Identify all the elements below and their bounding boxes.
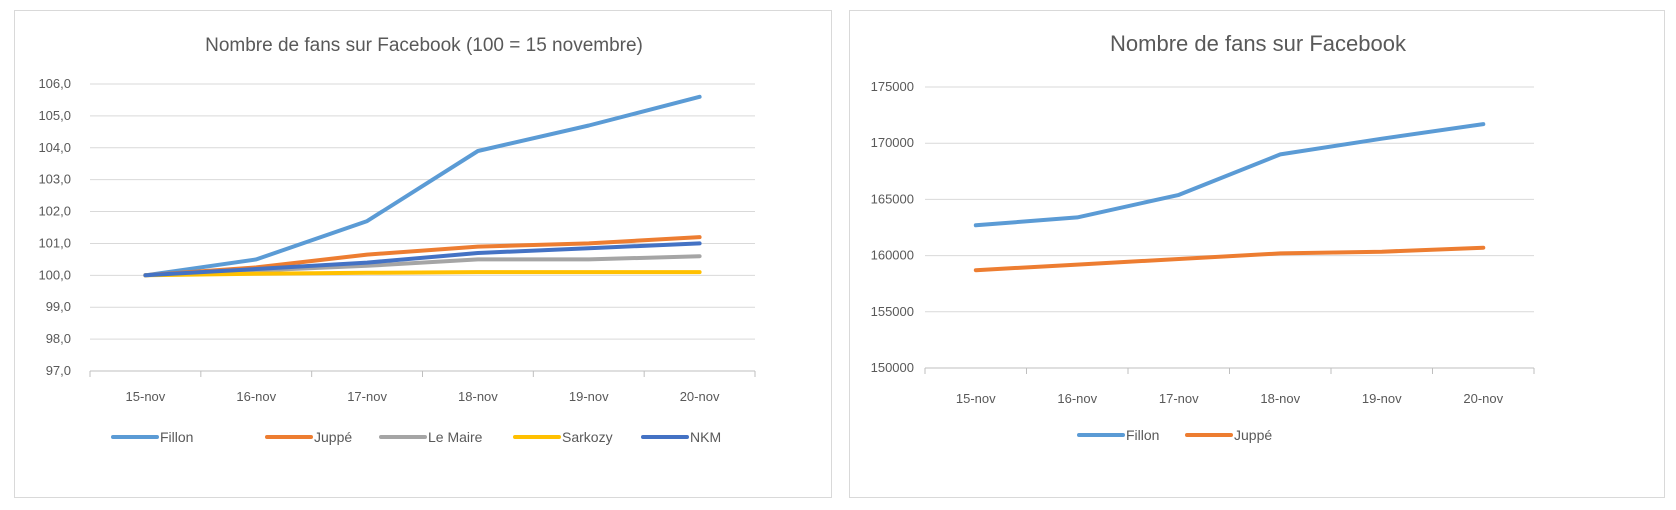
series-line-nkm <box>143 241 702 278</box>
y-tick-label: 175000 <box>871 79 914 94</box>
y-tick-label: 170000 <box>871 135 914 150</box>
y-tick-label: 160000 <box>871 248 914 263</box>
y-tick-label: 150000 <box>871 360 914 375</box>
y-tick-label: 103,0 <box>38 172 71 187</box>
legend-label-le-maire: Le Maire <box>428 429 483 445</box>
x-tick-label: 20-nov <box>680 389 720 404</box>
series-line-fillon <box>973 122 1486 228</box>
x-tick-label: 17-nov <box>1159 391 1199 406</box>
y-tick-label: 165000 <box>871 191 914 206</box>
x-tick-label: 18-nov <box>458 389 498 404</box>
legend-label-juppe: Juppé <box>314 429 352 445</box>
y-tick-label: 99,0 <box>46 299 71 314</box>
chart-title: Nombre de fans sur Facebook <box>1110 31 1407 56</box>
y-tick-label: 98,0 <box>46 331 71 346</box>
x-tick-label: 16-nov <box>1057 391 1097 406</box>
chart-panel-absolute: Nombre de fans sur Facebook 150000 155000 1… <box>849 10 1665 498</box>
x-tick-label: 18-nov <box>1260 391 1300 406</box>
x-tick-label: 15-nov <box>126 389 166 404</box>
chart-absolute-fans: Nombre de fans sur Facebook 150000 155000 1… <box>871 31 1535 443</box>
legend-label-juppe: Juppé <box>1234 427 1272 443</box>
chart-panel-relative: Nombre de fans sur Facebook (100 = 15 no… <box>14 10 832 498</box>
y-tick-label: 102,0 <box>38 204 71 219</box>
series-line-fillon <box>143 94 702 278</box>
chart-relative-fans: Nombre de fans sur Facebook (100 = 15 no… <box>38 35 756 445</box>
legend-label-fillon: Fillon <box>160 429 193 445</box>
legend-label-fillon: Fillon <box>1126 427 1159 443</box>
x-tick-label: 20-nov <box>1463 391 1503 406</box>
x-tick-label: 19-nov <box>1362 391 1402 406</box>
legend-label-sarkozy: Sarkozy <box>562 429 613 445</box>
x-tick-label: 15-nov <box>956 391 996 406</box>
y-tick-label: 100,0 <box>38 267 71 282</box>
y-tick-label: 105,0 <box>38 108 71 123</box>
y-tick-label: 104,0 <box>38 140 71 155</box>
x-tick-label: 16-nov <box>236 389 276 404</box>
y-tick-label: 155000 <box>871 304 914 319</box>
x-tick-label: 19-nov <box>569 389 609 404</box>
legend-label-nkm: NKM <box>690 429 721 445</box>
x-tick-label: 17-nov <box>347 389 387 404</box>
series-line-sarkozy <box>143 270 702 278</box>
chart-title: Nombre de fans sur Facebook (100 = 15 no… <box>205 35 643 56</box>
y-tick-label: 97,0 <box>46 363 71 378</box>
y-tick-label: 106,0 <box>38 76 71 91</box>
series-line-juppe <box>973 245 1486 273</box>
y-tick-label: 101,0 <box>38 235 71 250</box>
